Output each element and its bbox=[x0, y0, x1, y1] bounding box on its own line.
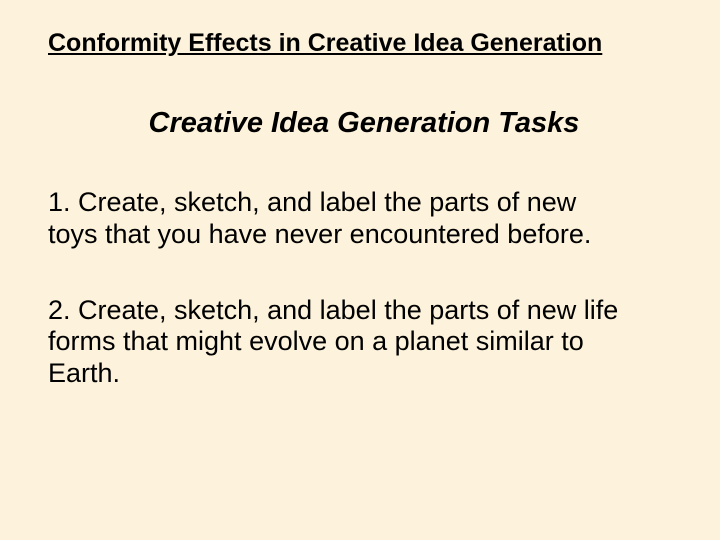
task-item-2: 2. Create, sketch, and label the parts o… bbox=[48, 295, 628, 391]
slide-subtitle: Creative Idea Generation Tasks bbox=[48, 106, 680, 141]
task-item-1: 1. Create, sketch, and label the parts o… bbox=[48, 187, 628, 251]
slide-title: Conformity Effects in Creative Idea Gene… bbox=[48, 28, 680, 58]
